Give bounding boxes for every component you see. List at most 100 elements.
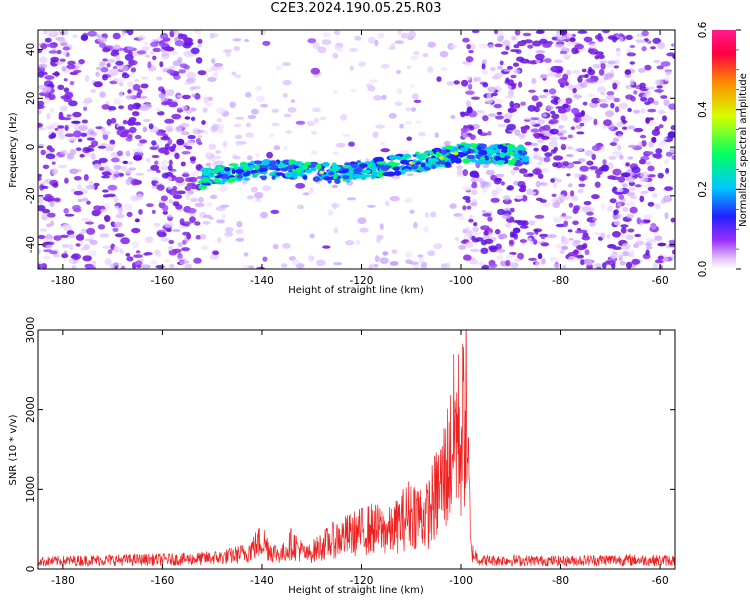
spectrogram-cell [477, 129, 483, 135]
y-tick-label: 0 [25, 144, 37, 151]
spectrogram-cell [616, 121, 624, 128]
spectrogram-cell [599, 103, 609, 108]
spectrogram-cell [601, 60, 608, 64]
spectrogram-cell [658, 264, 663, 269]
spectrogram-cell [158, 129, 165, 133]
spectrogram-cell [189, 156, 197, 162]
spectrogram-cell [499, 60, 504, 66]
spectrogram-cell [562, 129, 567, 134]
spectrogram-cell [132, 241, 140, 249]
spectrogram-cell [560, 30, 568, 36]
spectrogram-cell [367, 36, 376, 44]
x-tick-label: -140 [250, 275, 274, 287]
spectrogram-cell [38, 196, 44, 200]
spectrogram-cell [540, 242, 549, 247]
spectrogram-cell [606, 91, 615, 96]
spectrogram-cell [77, 198, 84, 203]
spectrogram-cell [513, 166, 520, 171]
spectrogram-cell [63, 87, 70, 93]
spectrogram-cell [470, 231, 481, 236]
spectrogram-cell [155, 265, 165, 269]
spectrogram-cell [507, 89, 515, 97]
spectrogram-cell [60, 150, 68, 155]
spectrogram-cell [119, 248, 124, 254]
spectrogram-cell [312, 42, 320, 49]
spectrogram-cell [496, 98, 503, 104]
spectrogram-cell [541, 236, 545, 239]
spectrogram-cell [458, 244, 467, 250]
spectrogram-cell [38, 127, 47, 131]
signal-cell [243, 177, 250, 181]
spectrogram-cell [97, 224, 106, 230]
spectrogram-cell [513, 69, 521, 74]
spectrogram-cell [613, 65, 619, 69]
spectrogram-cell [574, 114, 583, 118]
spectrogram-cell [172, 201, 180, 207]
spectrogram-cell [639, 82, 646, 89]
spectrogram-cell [145, 236, 154, 243]
spectrogram-cell [571, 47, 579, 55]
spectrogram-cell [480, 225, 490, 231]
spectrogram-cell [111, 157, 120, 163]
spectrogram-cell [198, 196, 204, 203]
spectrogram-cell [225, 52, 231, 57]
spectrogram-cell [51, 161, 56, 165]
spectrogram-cell [607, 60, 616, 65]
signal-cell [275, 168, 282, 171]
spectrogram-cell [598, 68, 605, 76]
spectrogram-cell [557, 78, 568, 85]
signal-cell [478, 149, 488, 156]
signal-cell [419, 167, 424, 173]
spectrogram-cell [391, 249, 398, 255]
spectrogram-cell [630, 96, 636, 102]
spectrogram-cell [406, 65, 412, 70]
spectrogram-cell [536, 101, 543, 108]
spectrogram-cell [658, 141, 668, 147]
spectrogram-cell [406, 136, 413, 141]
spectrogram-cell [209, 254, 219, 260]
spectrogram-cell [219, 185, 229, 192]
spectrogram-cell [510, 207, 515, 213]
spectrogram-cell [131, 227, 141, 234]
signal-cell [506, 159, 516, 165]
spectrogram-cell [198, 134, 203, 139]
spectrogram-cell [479, 43, 488, 49]
spectrogram-cell [541, 182, 549, 188]
spectrogram-cell [494, 43, 503, 48]
spectrogram-cell [133, 154, 143, 161]
spectrogram-cell [250, 108, 259, 115]
spectrogram-cell [181, 173, 190, 178]
spectrogram-cell [100, 142, 107, 147]
spectrogram-cell [548, 119, 559, 124]
spectrogram-cell [456, 168, 463, 176]
spectrogram-cell [98, 157, 108, 163]
spectrogram-cell [38, 122, 43, 128]
spectrogram-cell [609, 253, 619, 259]
spectrogram-cell [566, 42, 576, 47]
spectrogram-cell [75, 243, 81, 247]
spectrogram-cell [607, 244, 617, 249]
spectrogram-cell [629, 61, 635, 65]
spectrogram-cell [64, 213, 75, 217]
spectrogram-cell [89, 239, 98, 245]
spectrogram-cell [83, 106, 88, 111]
spectrogram-cell [551, 113, 560, 120]
spectrogram-cell [160, 237, 170, 242]
spectrogram-cell [609, 142, 618, 146]
spectrogram-cell [200, 233, 207, 240]
spectrogram-cell [66, 64, 76, 70]
spectrogram-cell [506, 254, 515, 260]
spectrogram-cell [403, 121, 413, 125]
spectrogram-cell [588, 66, 593, 73]
spectrogram-cell [185, 193, 190, 200]
signal-cell [444, 161, 451, 168]
spectrogram-cell [519, 225, 529, 229]
spectrogram-cell [309, 233, 315, 239]
spectrogram-cell [488, 113, 497, 117]
spectrogram-cell [394, 40, 404, 44]
spectrogram-cell [423, 226, 429, 233]
spectrogram-cell [385, 200, 390, 207]
colorbar-tick-label: 0.2 [697, 181, 709, 198]
signal-cell [451, 146, 458, 150]
spectrogram-cell [311, 107, 321, 113]
